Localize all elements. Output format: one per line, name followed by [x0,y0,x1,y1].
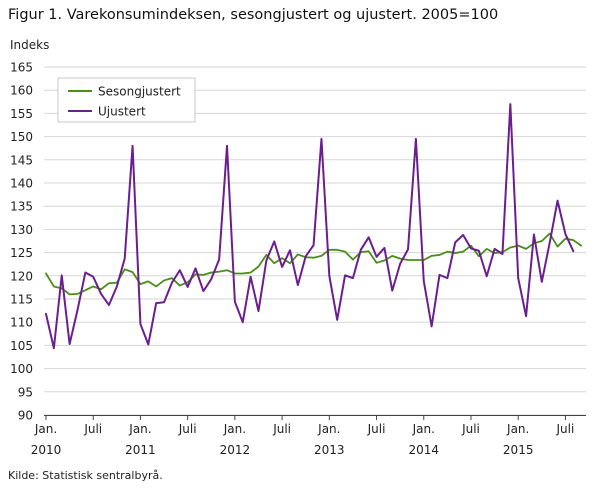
y-tick-label: 110 [10,316,33,330]
x-year-label: 2010 [31,443,62,457]
x-tick-label: Jan. [223,422,246,436]
y-tick-label: 135 [10,200,33,214]
x-tick-label: Jan. [412,422,435,436]
y-tick-label: 105 [10,339,33,353]
y-axis-label: Indeks [10,38,49,52]
y-tick-label: 115 [10,293,33,307]
x-tick-label: Jan. [128,422,151,436]
series-line-sesongjustert [45,232,583,296]
x-tick-label: Juli [367,422,386,436]
x-year-label: 2015 [503,443,534,457]
x-tick-label: Jan. [34,422,57,436]
x-tick-label: Juli [178,422,197,436]
series-line-ujustert [45,103,575,350]
x-tick-label: Jan. [317,422,340,436]
series-lines [45,103,583,350]
y-tick-label: 160 [10,84,33,98]
x-tick-label: Juli [461,422,480,436]
x-year-label: 2011 [125,443,156,457]
y-tick-label: 150 [10,130,33,144]
legend-entry: Ujustert [98,105,146,119]
y-tick-label: 100 [10,362,33,376]
x-tick-label: Jan. [506,422,529,436]
y-tick-label: 155 [10,107,33,121]
legend-box [57,77,196,123]
y-tick-label: 130 [10,223,33,237]
y-tick-label: 120 [10,269,33,283]
legend-entry: Sesongjustert [98,85,181,99]
x-tick-label: Juli [272,422,291,436]
y-tick-label: 90 [18,409,33,423]
axes: Indeks 90 95 100 105 110 115 120 125 130 135 140 145… [10,38,586,457]
y-tick-label: 165 [10,61,33,75]
legend: Sesongjustert Ujustert [57,77,196,123]
x-tick-label: Juli [83,422,102,436]
source-note: Kilde: Statistisk sentralbyrå. [8,469,163,482]
chart-title: Figur 1. Varekonsumindeksen, sesongjuste… [8,7,499,23]
y-tick-label: 125 [10,246,33,260]
y-tick-label: 95 [18,385,33,399]
x-year-label: 2012 [220,443,251,457]
x-tick-label: Juli [556,422,575,436]
x-year-label: 2013 [314,443,345,457]
y-tick-label: 140 [10,177,33,191]
x-year-label: 2014 [408,443,439,457]
y-tick-label: 145 [10,153,33,167]
